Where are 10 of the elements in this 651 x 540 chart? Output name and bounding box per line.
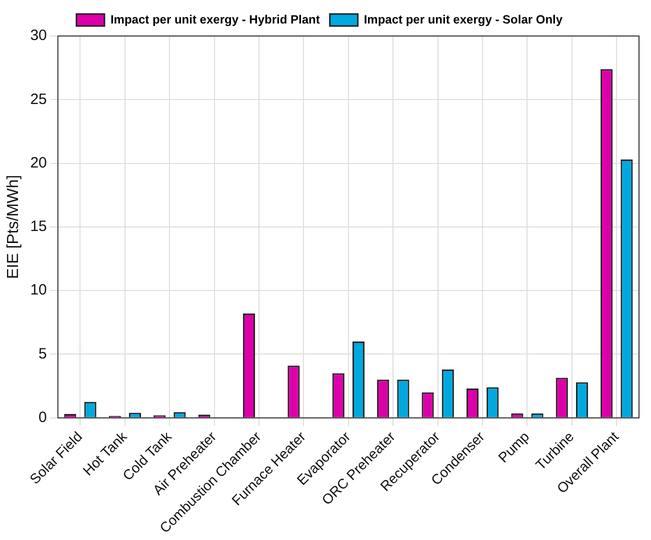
y-tick-label: 10 <box>30 282 47 299</box>
y-tick-label: 30 <box>30 27 47 44</box>
y-tick-label: 15 <box>30 218 47 236</box>
legend-label: Impact per unit exergy - Hybrid Plant <box>110 12 320 26</box>
legend-label: Impact per unit exergy - Solar Only <box>364 12 563 26</box>
y-tick-label: 20 <box>30 154 47 172</box>
y-tick-label: 25 <box>30 90 47 108</box>
y-axis-title: EIE [Pts/MWh] <box>5 174 22 279</box>
y-tick-label: 0 <box>38 408 47 426</box>
y-tick-label: 5 <box>38 345 47 362</box>
